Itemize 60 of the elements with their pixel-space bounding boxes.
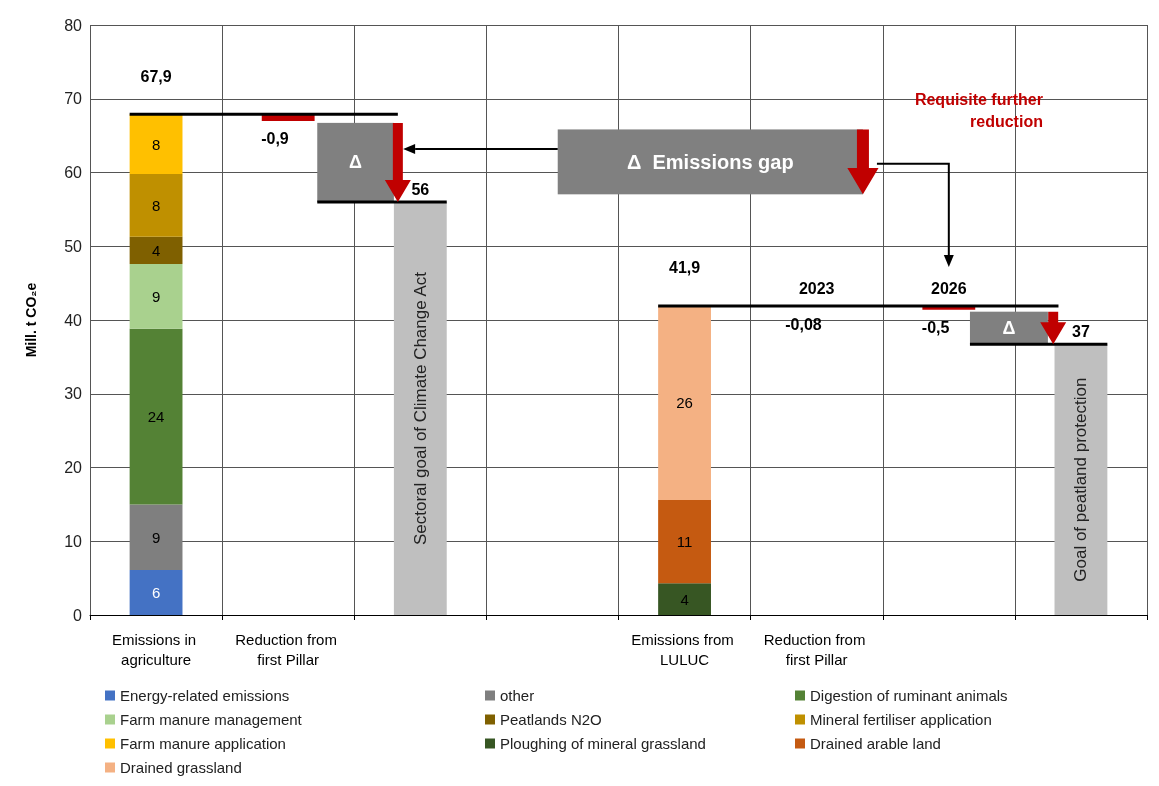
data-label: 9 (151, 528, 161, 546)
annotation: 2026 (931, 279, 967, 297)
bar (129, 263, 183, 329)
y-tick-label: 70 (64, 90, 83, 108)
data-label: 11 (676, 533, 693, 551)
data-label: 8 (151, 196, 161, 214)
legend-label: Mineral fertiliser application (810, 711, 992, 728)
bar (129, 570, 183, 615)
annotation: Sectoral goal of Climate Change Act (410, 271, 430, 546)
bar (129, 114, 183, 174)
data-label: 4 (151, 241, 161, 259)
y-tick-label: 0 (73, 606, 83, 624)
data-label: -0,9 (261, 130, 289, 148)
total-label: 67,9 (140, 67, 172, 85)
bar (658, 499, 711, 584)
data-label: 56 (411, 180, 430, 198)
bar (129, 236, 183, 264)
y-tick-label: 60 (64, 164, 83, 181)
bar (129, 173, 183, 237)
y-tick-label: 50 (64, 237, 83, 255)
annotation: Δ (1002, 318, 1016, 339)
y-tick-label: 80 (64, 16, 83, 34)
y-tick-label: 40 (64, 311, 83, 329)
data-label: 8 (151, 135, 161, 153)
y-tick-label: 30 (64, 385, 83, 403)
total-label: 41,9 (668, 259, 701, 277)
legend-label: Energy-related emissions (120, 687, 290, 704)
legend-label: Drained grassland (120, 759, 242, 776)
data-label: 6 (151, 584, 161, 602)
annotation: Goal of peatland protection (1071, 377, 1091, 582)
gap-box: Δ Emissions gap (557, 129, 863, 195)
legend-label: Farm manure management (120, 711, 303, 728)
x-tick-label: Reduction from first Pillar (235, 630, 342, 668)
data-label: 26 (676, 394, 693, 412)
data-label: 24 (147, 408, 165, 426)
bar (658, 583, 711, 615)
bar (129, 328, 183, 505)
legend-label: other (500, 687, 535, 704)
y-axis-title: Mill. t CO₂e (23, 282, 39, 358)
annotation: Δ Emissions gap (627, 150, 794, 173)
data-label: -0,08 (785, 316, 822, 334)
annotation: Δ (349, 152, 363, 173)
legend-label: Drained arable land (810, 735, 941, 752)
bar (658, 305, 711, 500)
bar (393, 202, 447, 615)
legend-label: Peatlands N2O (500, 711, 602, 728)
annotation: 2023 (798, 279, 835, 297)
x-tick-label: Emissions in agriculture (111, 630, 201, 668)
data-label: 37 (1072, 322, 1090, 340)
y-tick-label: 20 (64, 459, 83, 476)
data-label: 9 (151, 287, 161, 305)
legend-label: Ploughing of mineral grassland (500, 735, 706, 752)
data-label: -0,5 (921, 319, 950, 337)
x-tick-label: Reduction from first Pillar (763, 630, 870, 668)
x-tick-label: Emissions from LULUC (631, 630, 738, 668)
y-tick-label: 10 (64, 532, 83, 550)
data-label: 4 (680, 590, 689, 608)
legend-label: Digestion of ruminant animals (810, 687, 1008, 704)
legend-label: Farm manure application (120, 735, 286, 752)
bar (129, 504, 183, 571)
